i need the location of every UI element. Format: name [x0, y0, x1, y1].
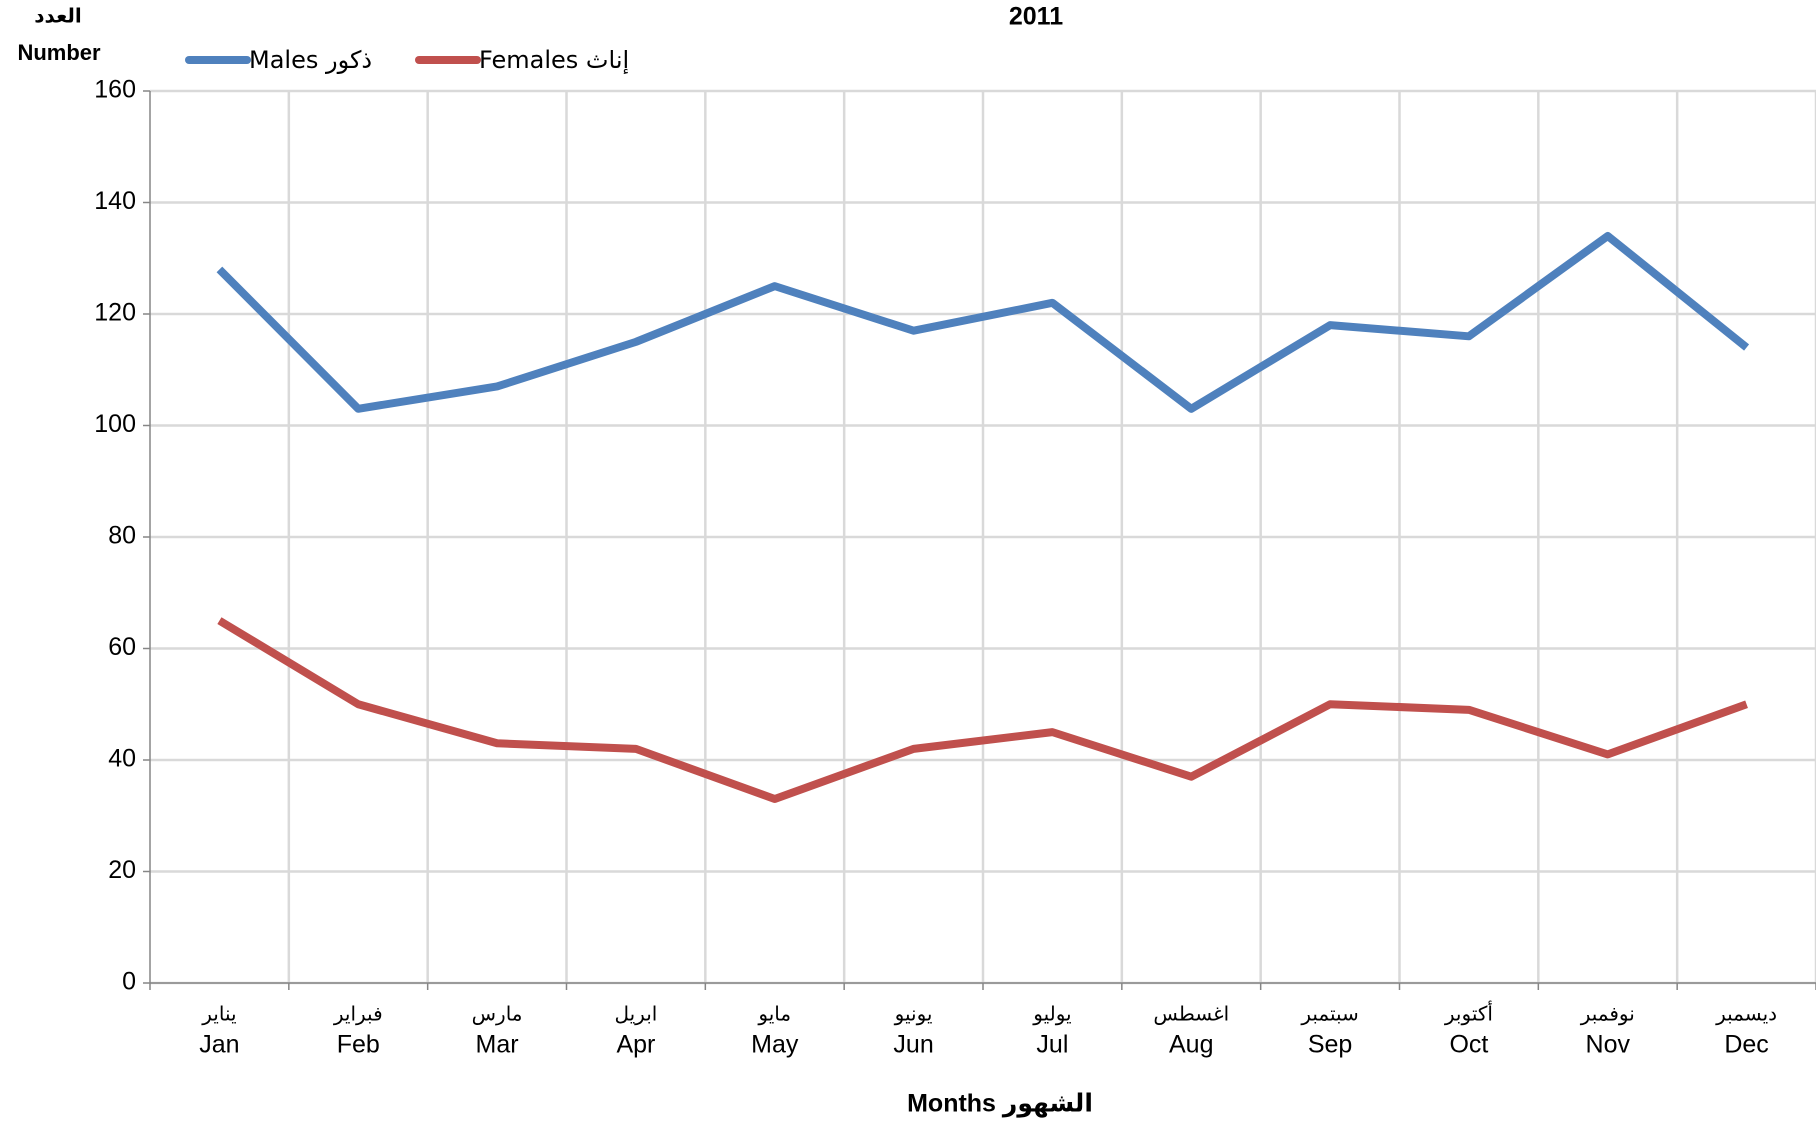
series-line	[217, 617, 1748, 804]
x-tick-label: Jan	[199, 1031, 239, 1059]
chart-title: 2011	[1009, 3, 1063, 31]
y-tick-label: 120	[94, 299, 136, 327]
x-axis-label: Months الشهور	[907, 1090, 1093, 1119]
x-tick-label-ar: يونيو	[894, 1002, 933, 1026]
legend-label: Females إناث	[479, 46, 629, 75]
x-tick-label: Feb	[337, 1031, 380, 1059]
x-tick-label: Dec	[1724, 1031, 1768, 1059]
y-tick-label: 140	[94, 187, 136, 215]
x-tick-label: Oct	[1449, 1031, 1488, 1059]
x-tick-label-ar: مارس	[472, 1002, 523, 1026]
legend-label: Males ذكور	[249, 46, 372, 74]
x-tick-label-ar: مايو	[757, 1002, 791, 1026]
x-tick-label-ar: ديسمبر	[1715, 1002, 1777, 1026]
x-tick-label-ar: يوليو	[1032, 1002, 1071, 1026]
x-tick-label: Sep	[1308, 1031, 1352, 1059]
y-tick-label: 100	[94, 410, 136, 438]
x-tick-label: Aug	[1169, 1031, 1213, 1059]
x-tick-label: Jun	[893, 1031, 933, 1059]
y-tick-label: 160	[94, 76, 136, 104]
x-tick-label: Apr	[616, 1031, 655, 1059]
x-tick-label-ar: أكتوبر	[1444, 1001, 1493, 1026]
y-tick-label: 80	[108, 522, 136, 550]
x-tick-label: May	[751, 1031, 799, 1059]
y-tick-label: 60	[108, 633, 136, 661]
x-tick-label-ar: اغسطس	[1153, 1002, 1229, 1026]
x-tick-label-ar: نوفمبر	[1580, 1002, 1635, 1026]
y-tick-label: 40	[108, 745, 136, 773]
x-tick-label: Jul	[1036, 1031, 1068, 1059]
x-tick-label-ar: سبتمبر	[1300, 1002, 1358, 1026]
y-tick-label: 0	[122, 968, 136, 996]
y-tick-label: 20	[108, 856, 136, 884]
series-line	[216, 231, 1750, 413]
y-axis-label: العدد	[34, 4, 81, 28]
x-tick-label-ar: فبراير	[333, 1002, 383, 1026]
x-tick-label: Mar	[476, 1031, 519, 1059]
x-tick-label-ar: يناير	[201, 1002, 236, 1026]
y-axis-label: Number	[17, 40, 101, 65]
x-tick-label: Nov	[1586, 1031, 1631, 1059]
x-tick-label-ar: ابريل	[614, 1002, 657, 1026]
